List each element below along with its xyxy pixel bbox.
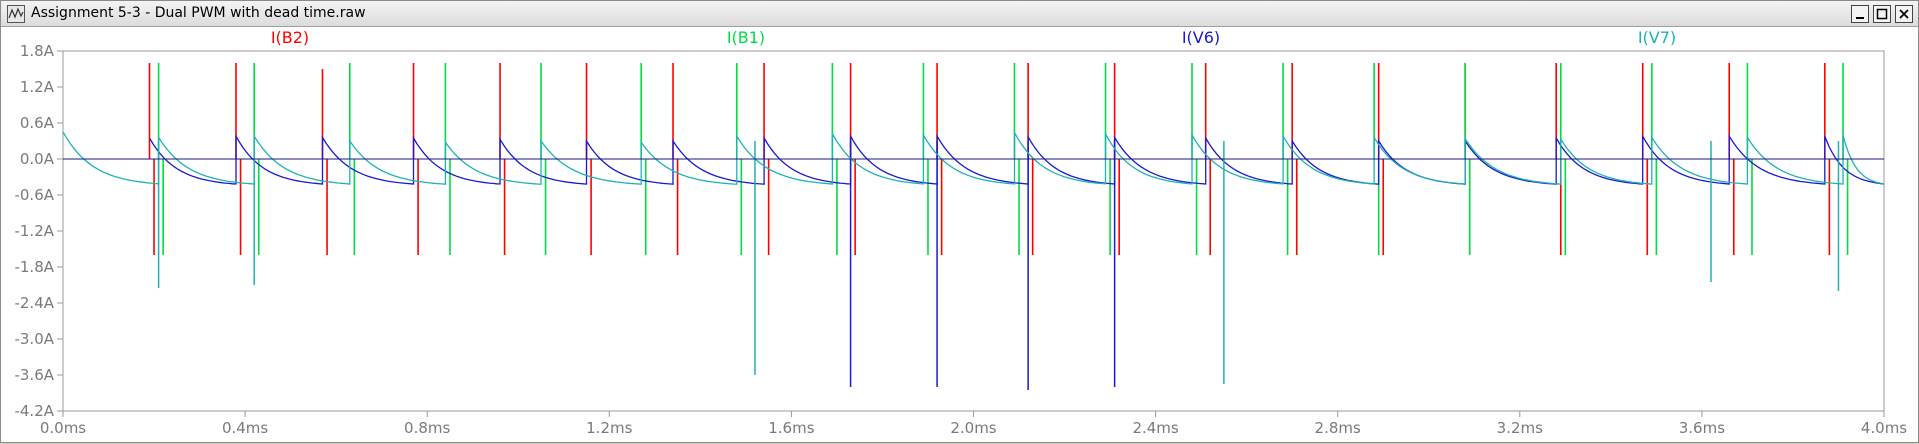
close-icon <box>1899 9 1909 19</box>
legend-trace-ib1: I(B1) <box>727 28 765 47</box>
x-tick-label: 3.2ms <box>1497 419 1543 437</box>
x-tick-label: 1.6ms <box>768 419 814 437</box>
x-tick-label: 0.8ms <box>404 419 450 437</box>
plot-frame <box>62 50 1885 412</box>
legend-trace-ib2: I(B2) <box>271 28 309 47</box>
waveform-chart[interactable]: 1.8A 1.2A 0.6A 0.0A -0.6A -1.2A -1.8A -2.4A -3.0… <box>1 27 1918 442</box>
y-tick-label: 0.6A <box>20 114 55 132</box>
maximize-button[interactable] <box>1873 5 1891 23</box>
y-tick-label: -4.2A <box>14 402 54 420</box>
close-button[interactable] <box>1895 5 1913 23</box>
y-tick-label: -1.8A <box>14 258 54 276</box>
trace-iv7-line <box>62 130 1885 185</box>
minimize-icon <box>1856 17 1864 19</box>
minimize-button[interactable] <box>1851 5 1869 23</box>
x-tick-label: 4.0ms <box>1861 419 1907 437</box>
maximize-icon <box>1876 8 1888 20</box>
y-tick-label: -2.4A <box>14 294 54 312</box>
trace-iv6-line <box>148 133 1885 185</box>
legend-trace-iv6: I(V6) <box>1182 28 1220 47</box>
title-bar[interactable]: Assignment 5-3 - Dual PWM with dead time… <box>1 1 1918 27</box>
x-tick-label: 0.4ms <box>222 419 268 437</box>
x-tick-label: 2.8ms <box>1315 419 1361 437</box>
y-tick-label: 0.0A <box>20 150 55 168</box>
y-tick-label: 1.8A <box>20 42 55 60</box>
y-tick-label: 1.2A <box>20 78 55 96</box>
x-tick-label: 2.4ms <box>1132 419 1178 437</box>
waveform-app-icon <box>7 5 25 23</box>
x-tick-label: 3.6ms <box>1679 419 1725 437</box>
legend-trace-iv7: I(V7) <box>1638 28 1676 47</box>
y-tick-label: -3.6A <box>14 366 54 384</box>
x-tick-label: 2.0ms <box>950 419 996 437</box>
y-tick-label: -0.6A <box>14 186 54 204</box>
x-tick-label: 0.0ms <box>40 419 86 437</box>
plot-area[interactable]: 1.8A 1.2A 0.6A 0.0A -0.6A -1.2A -1.8A -2.4A -3.0… <box>1 27 1919 444</box>
y-tick-label: -1.2A <box>14 222 54 240</box>
y-tick-label: -3.0A <box>14 330 54 348</box>
x-tick-label: 1.2ms <box>586 419 632 437</box>
window-title: Assignment 5-3 - Dual PWM with dead time… <box>31 5 366 21</box>
